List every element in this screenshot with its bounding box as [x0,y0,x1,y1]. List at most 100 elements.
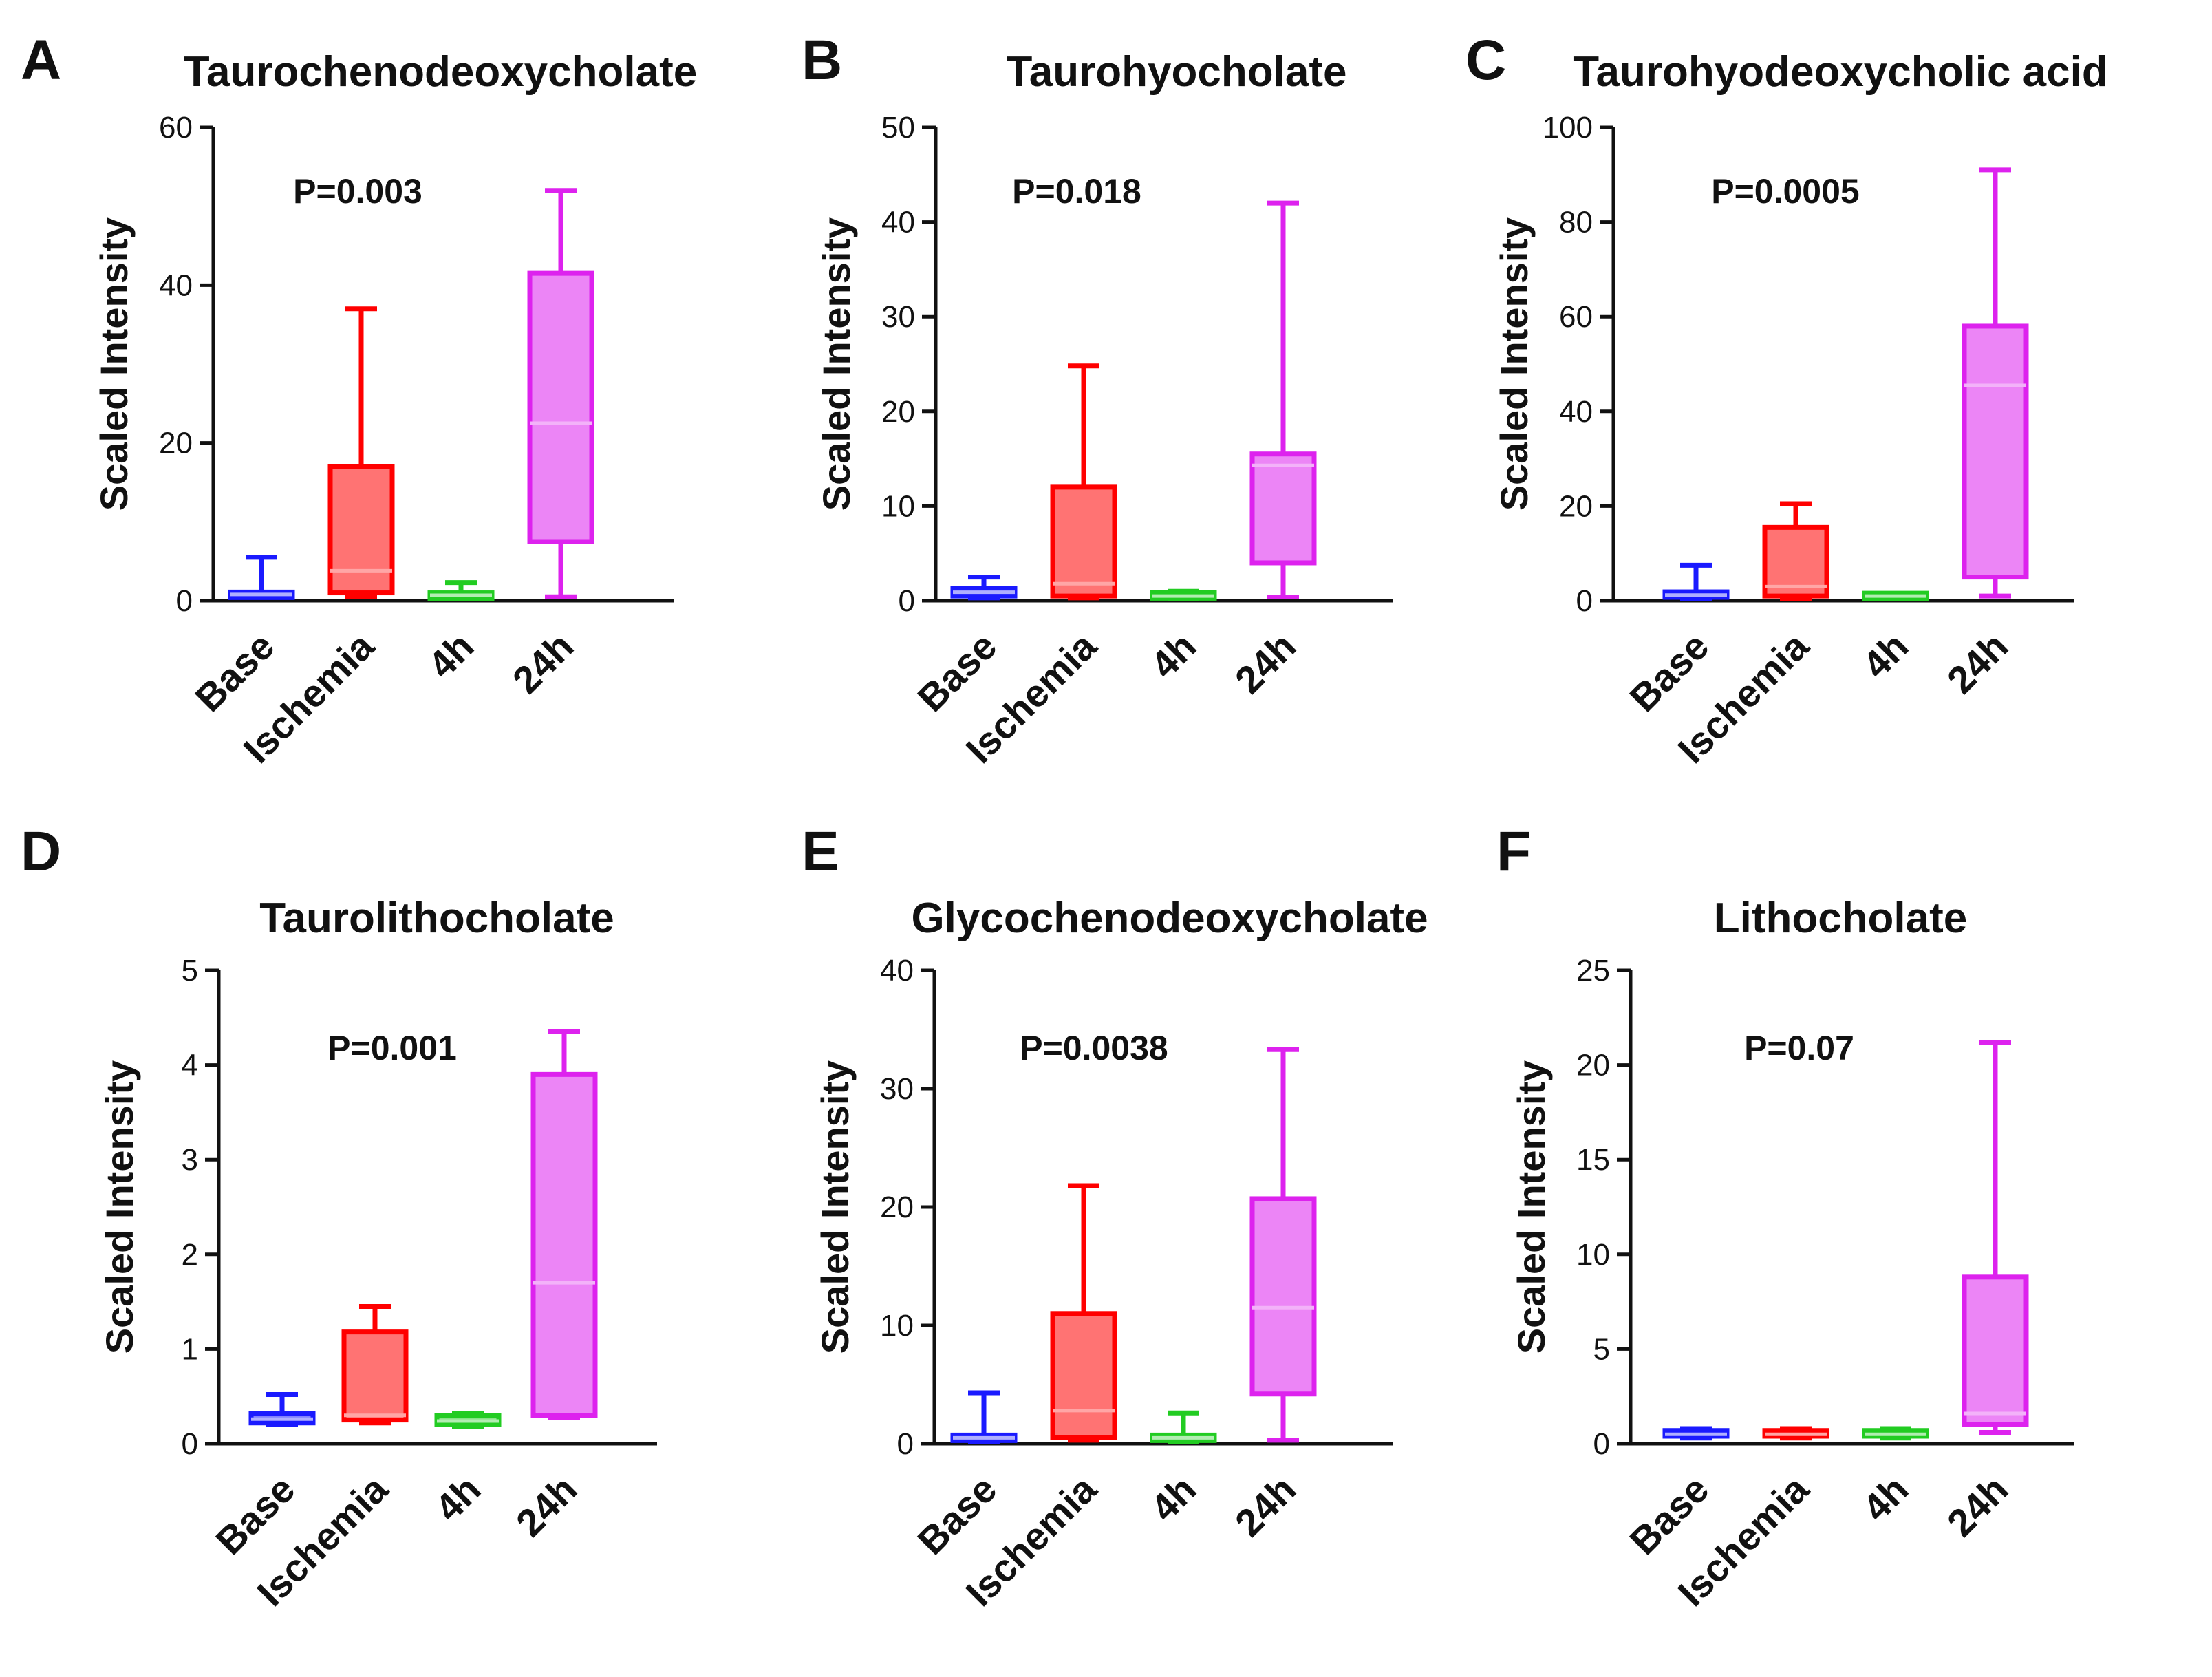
box-ischemia [327,306,395,599]
chart-title: Taurohyodeoxycholic acid [1573,48,2107,96]
y-tick-label: 0 [1593,1427,1610,1461]
y-tick-label: 0 [899,584,915,618]
p-value-label: P=0.003 [293,172,422,211]
iqr-box [1249,451,1317,566]
panel-f: F Lithocholate 0 5 10 15 20 25 Scaled Intensity P… [1496,820,2074,1614]
x-category-label: 24h [1939,624,2017,702]
chart-title: Taurohyocholate [1007,48,1347,96]
iqr-box [1050,484,1117,599]
box-4h [434,1411,502,1429]
box-base [950,1390,1018,1444]
y-tick-label: 0 [897,1427,914,1461]
y-tick-label: 60 [159,111,193,145]
p-value-label: P=0.07 [1744,1029,1854,1067]
x-category-label: 4h [1854,1467,1917,1530]
y-tick-label: 1 [182,1332,198,1366]
p-value-label: P=0.018 [1012,172,1141,211]
x-category-label: 24h [1227,624,1304,702]
x-category-label: Base [909,1467,1005,1563]
box-4h [1862,1426,1929,1441]
panel-letter: B [802,29,842,92]
y-tick-label: 25 [1576,954,1610,987]
y-tick-label: 10 [881,489,915,523]
y-tick-label: 10 [1576,1238,1610,1272]
p-value-label: P=0.0005 [1711,172,1859,211]
panel-c: C Taurohyodeoxycholic acid 0 20 40 60 80 100 Sca… [1465,29,2108,771]
y-tick-label: 10 [880,1309,914,1343]
y-tick-label: 40 [159,268,193,302]
box-24h [527,188,594,599]
y-tick-label: 100 [1543,111,1593,145]
panel-letter: E [802,820,839,883]
box-24h [1962,167,2029,599]
p-value-label: P=0.0038 [1020,1029,1168,1067]
chart-title: Taurolithocholate [259,895,614,942]
y-tick-label: 3 [182,1143,198,1177]
x-category-label: Base [1621,624,1717,720]
box-ischemia [1762,1426,1829,1441]
iqr-box [1762,524,1829,599]
x-category-label: 24h [508,1467,586,1545]
box-24h [1249,1047,1317,1443]
box-4h [1150,588,1217,601]
y-tick-label: 40 [880,954,914,987]
panel-letter: C [1465,29,1506,92]
chart-title: Taurochenodeoxycholate [184,48,697,96]
iqr-box [1962,323,2029,580]
y-tick-label: 0 [182,1427,198,1461]
y-tick-label: 5 [1593,1332,1610,1366]
x-category-label: 24h [504,624,582,702]
panel-letter: D [21,820,61,883]
x-category-label: 24h [1227,1467,1304,1545]
y-tick-label: 4 [182,1049,198,1082]
x-category-label: Base [909,624,1005,720]
box-24h [1249,200,1317,599]
box-ischemia [1762,501,1829,601]
box-base [950,575,1018,601]
box-base [1662,562,1730,601]
box-24h [1962,1040,2029,1435]
y-tick-label: 30 [881,300,915,334]
y-tick-label: 20 [880,1190,914,1224]
box-base [1662,1426,1730,1441]
box-4h [1150,1410,1217,1444]
x-category-label: 4h [427,1467,489,1530]
y-tick-label: 20 [1559,489,1593,523]
y-axis-label: Scaled Intensity [815,217,858,511]
box-4h [1862,590,1929,601]
panel-a: A Taurochenodeoxycholate 0 20 40 60 Scaled Int… [21,29,697,771]
box-4h [427,580,495,601]
iqr-box [527,270,594,544]
y-tick-label: 15 [1576,1143,1610,1177]
x-category-label: 4h [1142,624,1205,687]
panel-b: B Taurohyocholate 0 10 20 30 40 50 Scaled Intens… [802,29,1393,771]
iqr-box [1050,1311,1117,1440]
panel-letter: A [21,29,61,92]
y-tick-label: 20 [159,427,193,460]
y-tick-label: 20 [881,395,915,429]
panel-d: D Taurolithocholate 0 1 2 3 4 5 Scaled Intensity… [21,820,657,1614]
panel-letter: F [1496,820,1531,883]
y-tick-label: 0 [176,584,193,618]
y-tick-label: 40 [881,206,915,239]
iqr-box [341,1329,409,1423]
x-category-label: 4h [1854,624,1917,687]
box-ischemia [1050,1183,1117,1443]
y-axis-label: Scaled Intensity [92,217,136,511]
x-category-label: 4h [420,624,482,687]
x-category-label: Base [1621,1467,1717,1563]
iqr-box [530,1071,598,1418]
y-axis-label: Scaled Intensity [1492,217,1536,511]
chart-title: Glycochenodeoxycholate [911,895,1428,942]
box-ischemia [341,1303,409,1426]
iqr-box [327,464,395,596]
p-value-label: P=0.001 [327,1029,457,1067]
box-24h [530,1029,598,1420]
y-axis-label: Scaled Intensity [813,1060,857,1354]
y-tick-label: 50 [881,111,915,145]
y-axis-label: Scaled Intensity [1510,1060,1553,1354]
panel-e: E Glycochenodeoxycholate 0 10 20 30 40 Scaled I… [802,820,1428,1614]
y-tick-label: 5 [182,954,198,987]
x-category-label: Base [186,624,282,720]
